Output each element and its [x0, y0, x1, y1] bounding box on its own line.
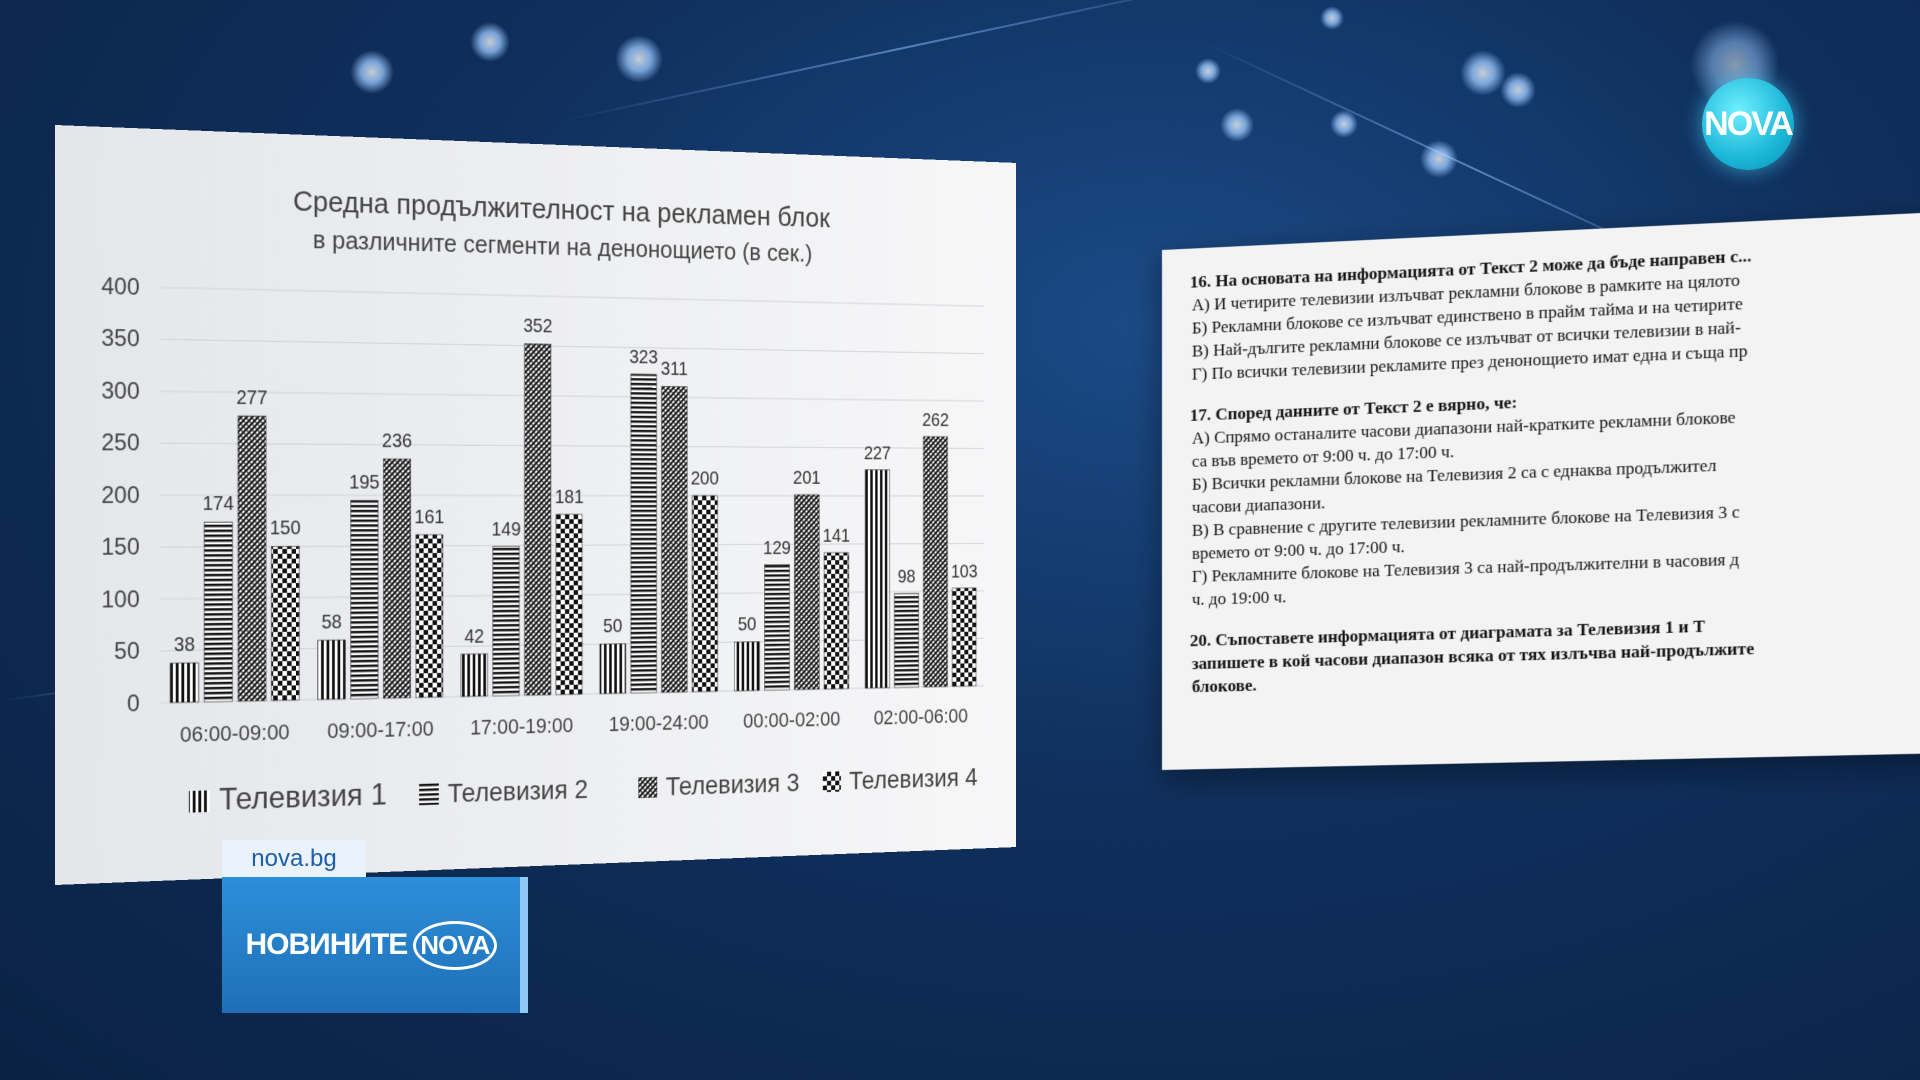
data-label: 277	[236, 387, 267, 409]
chart-panel: Средна продължителност на рекламен блок …	[55, 125, 1016, 885]
y-tick-label: 200	[101, 483, 139, 509]
bar-1-3	[461, 654, 488, 697]
bar-1-4	[600, 644, 626, 694]
legend-label: Телевизия 2	[448, 774, 588, 808]
nova-logo: NOVA	[1702, 78, 1794, 170]
bar-3-2	[383, 459, 410, 698]
data-label: 200	[691, 468, 719, 489]
legend-label: Телевизия 3	[666, 768, 800, 801]
bar-3-3	[525, 344, 551, 696]
bar-4-2	[416, 535, 443, 698]
y-tick-label: 400	[101, 274, 139, 301]
data-label: 50	[603, 616, 622, 637]
y-tick-label: 300	[101, 378, 139, 405]
bar-1-1	[170, 663, 198, 703]
legend-item: Телевизия 1	[189, 776, 387, 818]
legend-swatch	[419, 783, 439, 805]
data-label: 352	[523, 316, 552, 338]
data-label: 98	[898, 567, 916, 587]
data-label: 103	[951, 562, 978, 582]
site-tag: nova.bg	[222, 840, 366, 878]
bar-1-5	[735, 642, 760, 691]
data-label: 50	[738, 615, 757, 636]
bokeh-light	[1195, 58, 1221, 84]
bokeh-light	[350, 50, 394, 94]
legend-label: Телевизия 1	[219, 776, 387, 817]
y-tick-label: 250	[101, 431, 139, 457]
data-label: 38	[174, 634, 195, 656]
news-logo-box: НОВИНИТЕ NOVA	[222, 877, 528, 1013]
legend-swatch	[823, 771, 841, 792]
bar-2-1	[204, 522, 232, 702]
data-label: 174	[203, 493, 234, 515]
bar-1-6	[865, 470, 889, 688]
document-text: 16. На основата на информацията от Текст…	[1162, 209, 1920, 699]
data-label: 236	[382, 431, 412, 453]
x-tick-label: 00:00-02:00	[743, 707, 840, 733]
bar-3-6	[923, 437, 947, 687]
bar-4-4	[692, 496, 717, 692]
data-label: 129	[763, 538, 791, 559]
y-tick-label: 350	[101, 326, 139, 353]
x-tick-label: 17:00-19:00	[470, 713, 573, 740]
data-label: 323	[629, 347, 658, 368]
bar-4-5	[824, 553, 849, 689]
y-tick-label: 150	[101, 535, 139, 561]
bokeh-light	[1500, 72, 1536, 108]
data-label: 262	[922, 410, 949, 431]
bar-2-3	[493, 546, 519, 695]
data-label: 227	[864, 443, 891, 464]
legend-swatch	[189, 790, 210, 812]
program-nova-logo: NOVA	[413, 921, 496, 970]
y-tick-label: 50	[114, 639, 140, 666]
bokeh-light	[1220, 108, 1254, 142]
bar-2-4	[631, 374, 657, 693]
data-label: 311	[661, 359, 688, 380]
data-label: 195	[349, 472, 379, 494]
exam-document: 16. На основата на информацията от Текст…	[1162, 209, 1920, 770]
bar-2-5	[765, 565, 790, 691]
bar-4-3	[556, 514, 582, 694]
x-tick-label: 09:00-17:00	[327, 716, 433, 743]
bokeh-light	[1320, 6, 1344, 30]
legend-label: Телевизия 4	[849, 762, 977, 795]
bokeh-light	[1330, 110, 1358, 138]
bar-4-6	[952, 588, 976, 686]
x-tick-label: 19:00-24:00	[609, 710, 709, 736]
program-label-text: НОВИНИТЕ	[246, 928, 408, 961]
bokeh-light	[615, 35, 663, 83]
data-label: 150	[270, 518, 301, 540]
bokeh-light	[470, 22, 510, 62]
bar-2-6	[894, 593, 918, 687]
y-tick-label: 0	[127, 691, 140, 717]
data-label: 149	[491, 519, 520, 540]
x-tick-label: 06:00-09:00	[180, 719, 290, 747]
data-label: 42	[464, 626, 484, 648]
data-label: 201	[793, 468, 820, 489]
bar-3-1	[238, 416, 266, 701]
legend-swatch	[638, 777, 657, 798]
bar-4-1	[271, 546, 299, 700]
bar-chart: Средна продължителност на рекламен блок …	[55, 125, 1016, 885]
bar-1-2	[318, 640, 345, 700]
x-tick-label: 02:00-06:00	[874, 704, 968, 729]
data-label: 181	[555, 487, 584, 508]
program-label: НОВИНИТЕ NOVA	[246, 921, 497, 970]
y-tick-label: 100	[101, 587, 139, 614]
bar-3-4	[662, 386, 687, 692]
data-label: 58	[321, 612, 341, 634]
bokeh-light	[1420, 140, 1458, 178]
data-label: 141	[823, 526, 850, 547]
bar-3-5	[794, 495, 819, 690]
bar-2-2	[351, 500, 378, 698]
logo-text: NOVA	[1704, 105, 1792, 144]
data-label: 161	[414, 507, 444, 528]
